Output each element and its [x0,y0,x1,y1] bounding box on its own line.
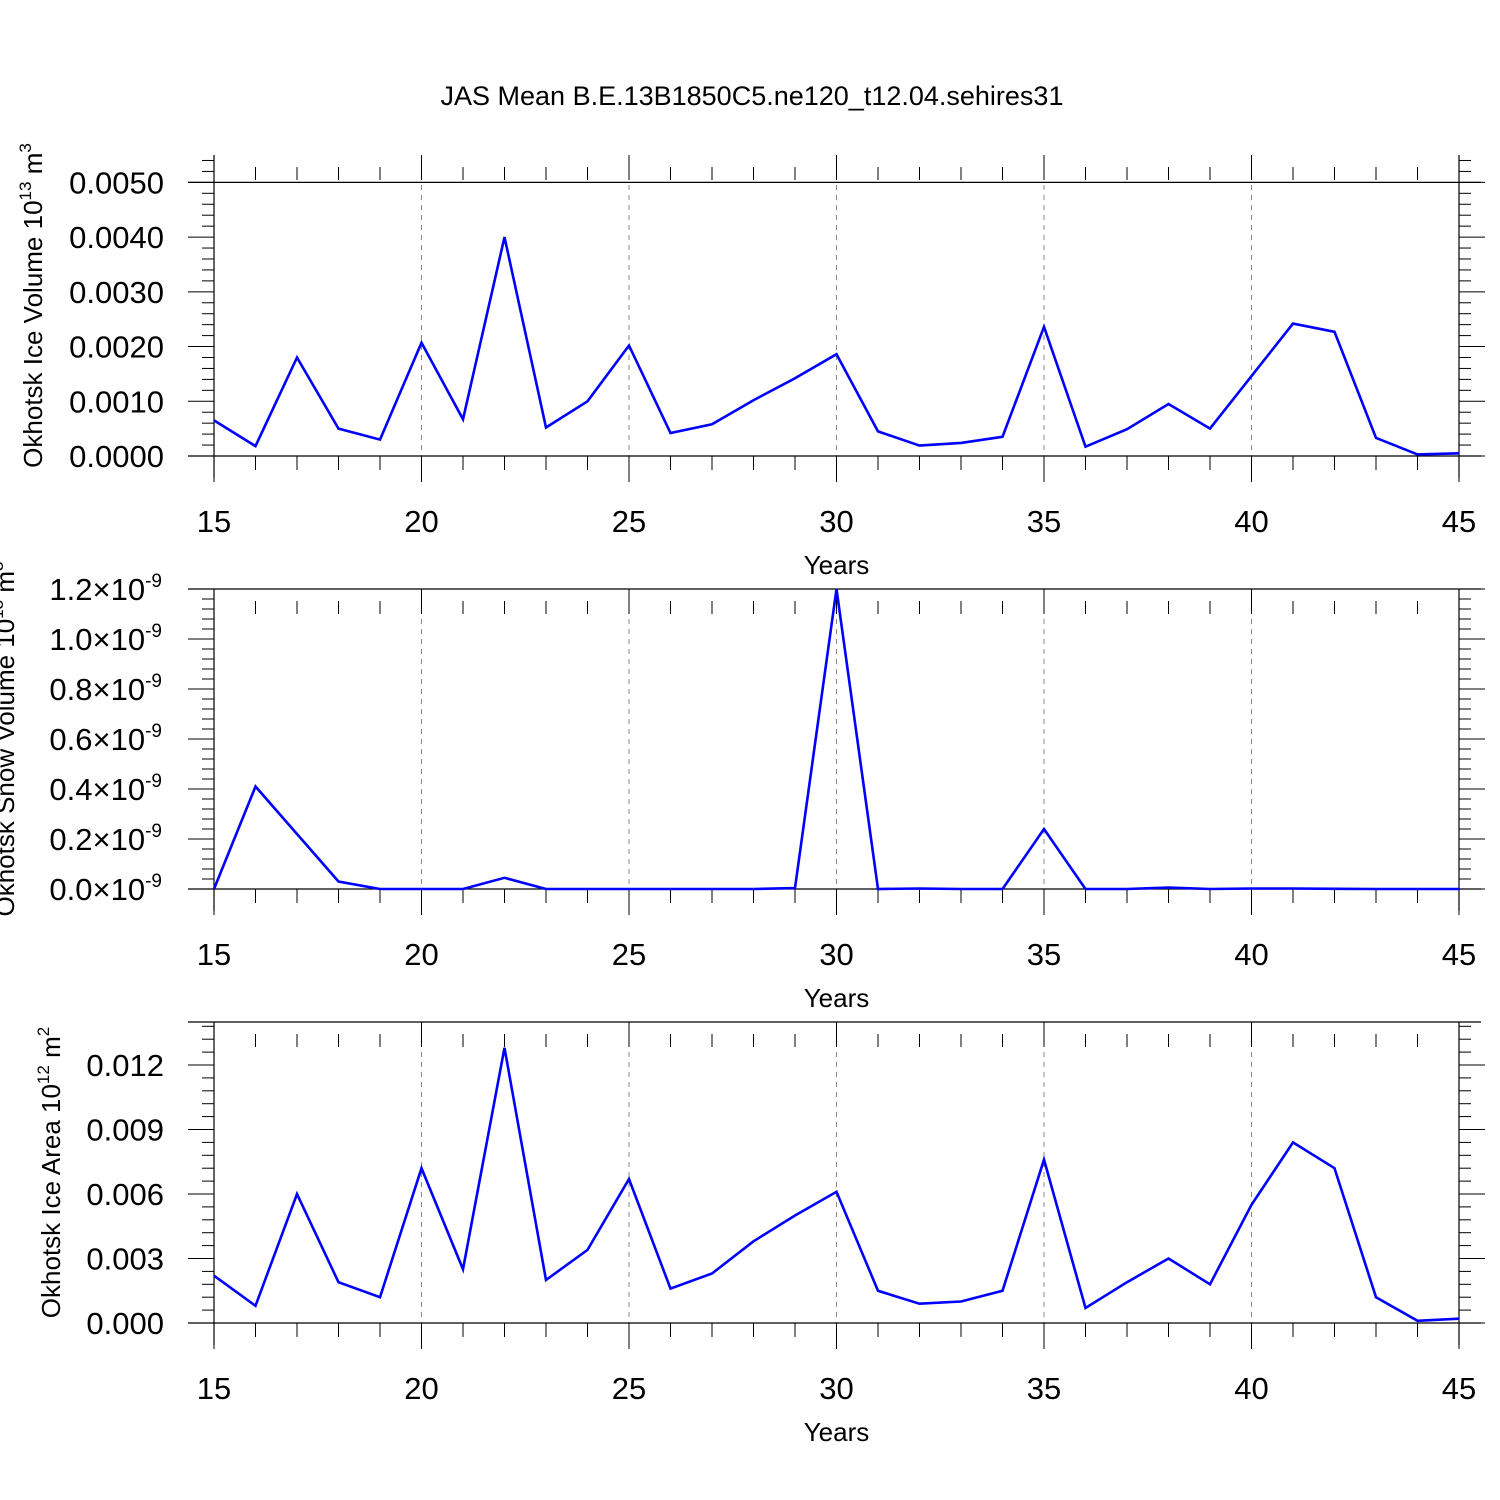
x-tick-label: 25 [612,1371,646,1406]
x-tick-label: 20 [404,1371,438,1406]
y-tick-label: 0.6×10-9 [49,721,162,757]
x-tick-label: 15 [197,504,231,539]
x-tick-label: 35 [1027,937,1061,972]
x-axis-title: Years [804,1417,870,1447]
y-tick-label: 0.000 [86,1306,164,1341]
x-axis-title: Years [804,983,870,1013]
x-tick-label: 35 [1027,504,1061,539]
y-tick-label: 0.0×10-9 [49,871,162,907]
y-axis-title: Okhotsk Snow Volume 1013 m3 [0,562,20,917]
y-tick-label: 0.012 [86,1048,164,1083]
y-tick-label: 0.0030 [69,275,164,310]
x-tick-label: 40 [1234,937,1268,972]
x-axis-title: Years [804,550,870,580]
y-tick-label: 0.0040 [69,220,164,255]
y-tick-label: 0.006 [86,1177,164,1212]
x-tick-label: 30 [819,937,853,972]
chart-title: JAS Mean B.E.13B1850C5.ne120_t12.04.sehi… [441,81,1064,111]
y-tick-label: 0.009 [86,1113,164,1148]
series-line [212,588,1459,891]
x-tick-label: 15 [197,1371,231,1406]
series-line [213,1047,1460,1323]
y-axis-title: Okhotsk Ice Area 1012 m2 [34,1027,66,1318]
y-tick-label: 0.2×10-9 [49,821,162,857]
y-tick-label: 0.0000 [69,439,164,474]
x-tick-label: 45 [1442,504,1476,539]
y-tick-label: 1.0×10-9 [49,621,162,657]
y-tick-label: 0.0050 [69,165,164,200]
series-line [213,236,1460,456]
x-tick-label: 45 [1442,937,1476,972]
x-tick-label: 15 [197,937,231,972]
x-tick-label: 20 [404,937,438,972]
y-tick-label: 0.0020 [69,330,164,365]
y-tick-label: 1.2×10-9 [49,571,162,607]
y-axis-title: Okhotsk Ice Volume 1013 m3 [16,143,48,468]
x-tick-label: 30 [819,504,853,539]
x-tick-label: 20 [404,504,438,539]
x-tick-label: 35 [1027,1371,1061,1406]
x-tick-label: 25 [612,937,646,972]
x-tick-label: 45 [1442,1371,1476,1406]
y-tick-label: 0.003 [86,1242,164,1277]
x-tick-label: 40 [1234,504,1268,539]
x-tick-label: 25 [612,504,646,539]
chart-panel-2: 15 20 25 30 35 40 45 0.0×10-9 0.2×10-9 0.4×10-9 0.… [0,562,1485,1013]
chart-panel-3: 15 20 25 30 35 40 45 0.000 0.003 0.006 0.009 0.012 Y… [34,1021,1485,1447]
y-tick-label: 0.0010 [69,384,164,419]
y-tick-label: 0.8×10-9 [49,671,162,707]
chart-panel-1: 15 20 25 30 35 40 45 0.0000 0.0010 0.0020 0.0030 0.… [16,143,1485,580]
y-tick-label: 0.4×10-9 [49,771,162,807]
x-tick-label: 30 [819,1371,853,1406]
x-tick-label: 40 [1234,1371,1268,1406]
